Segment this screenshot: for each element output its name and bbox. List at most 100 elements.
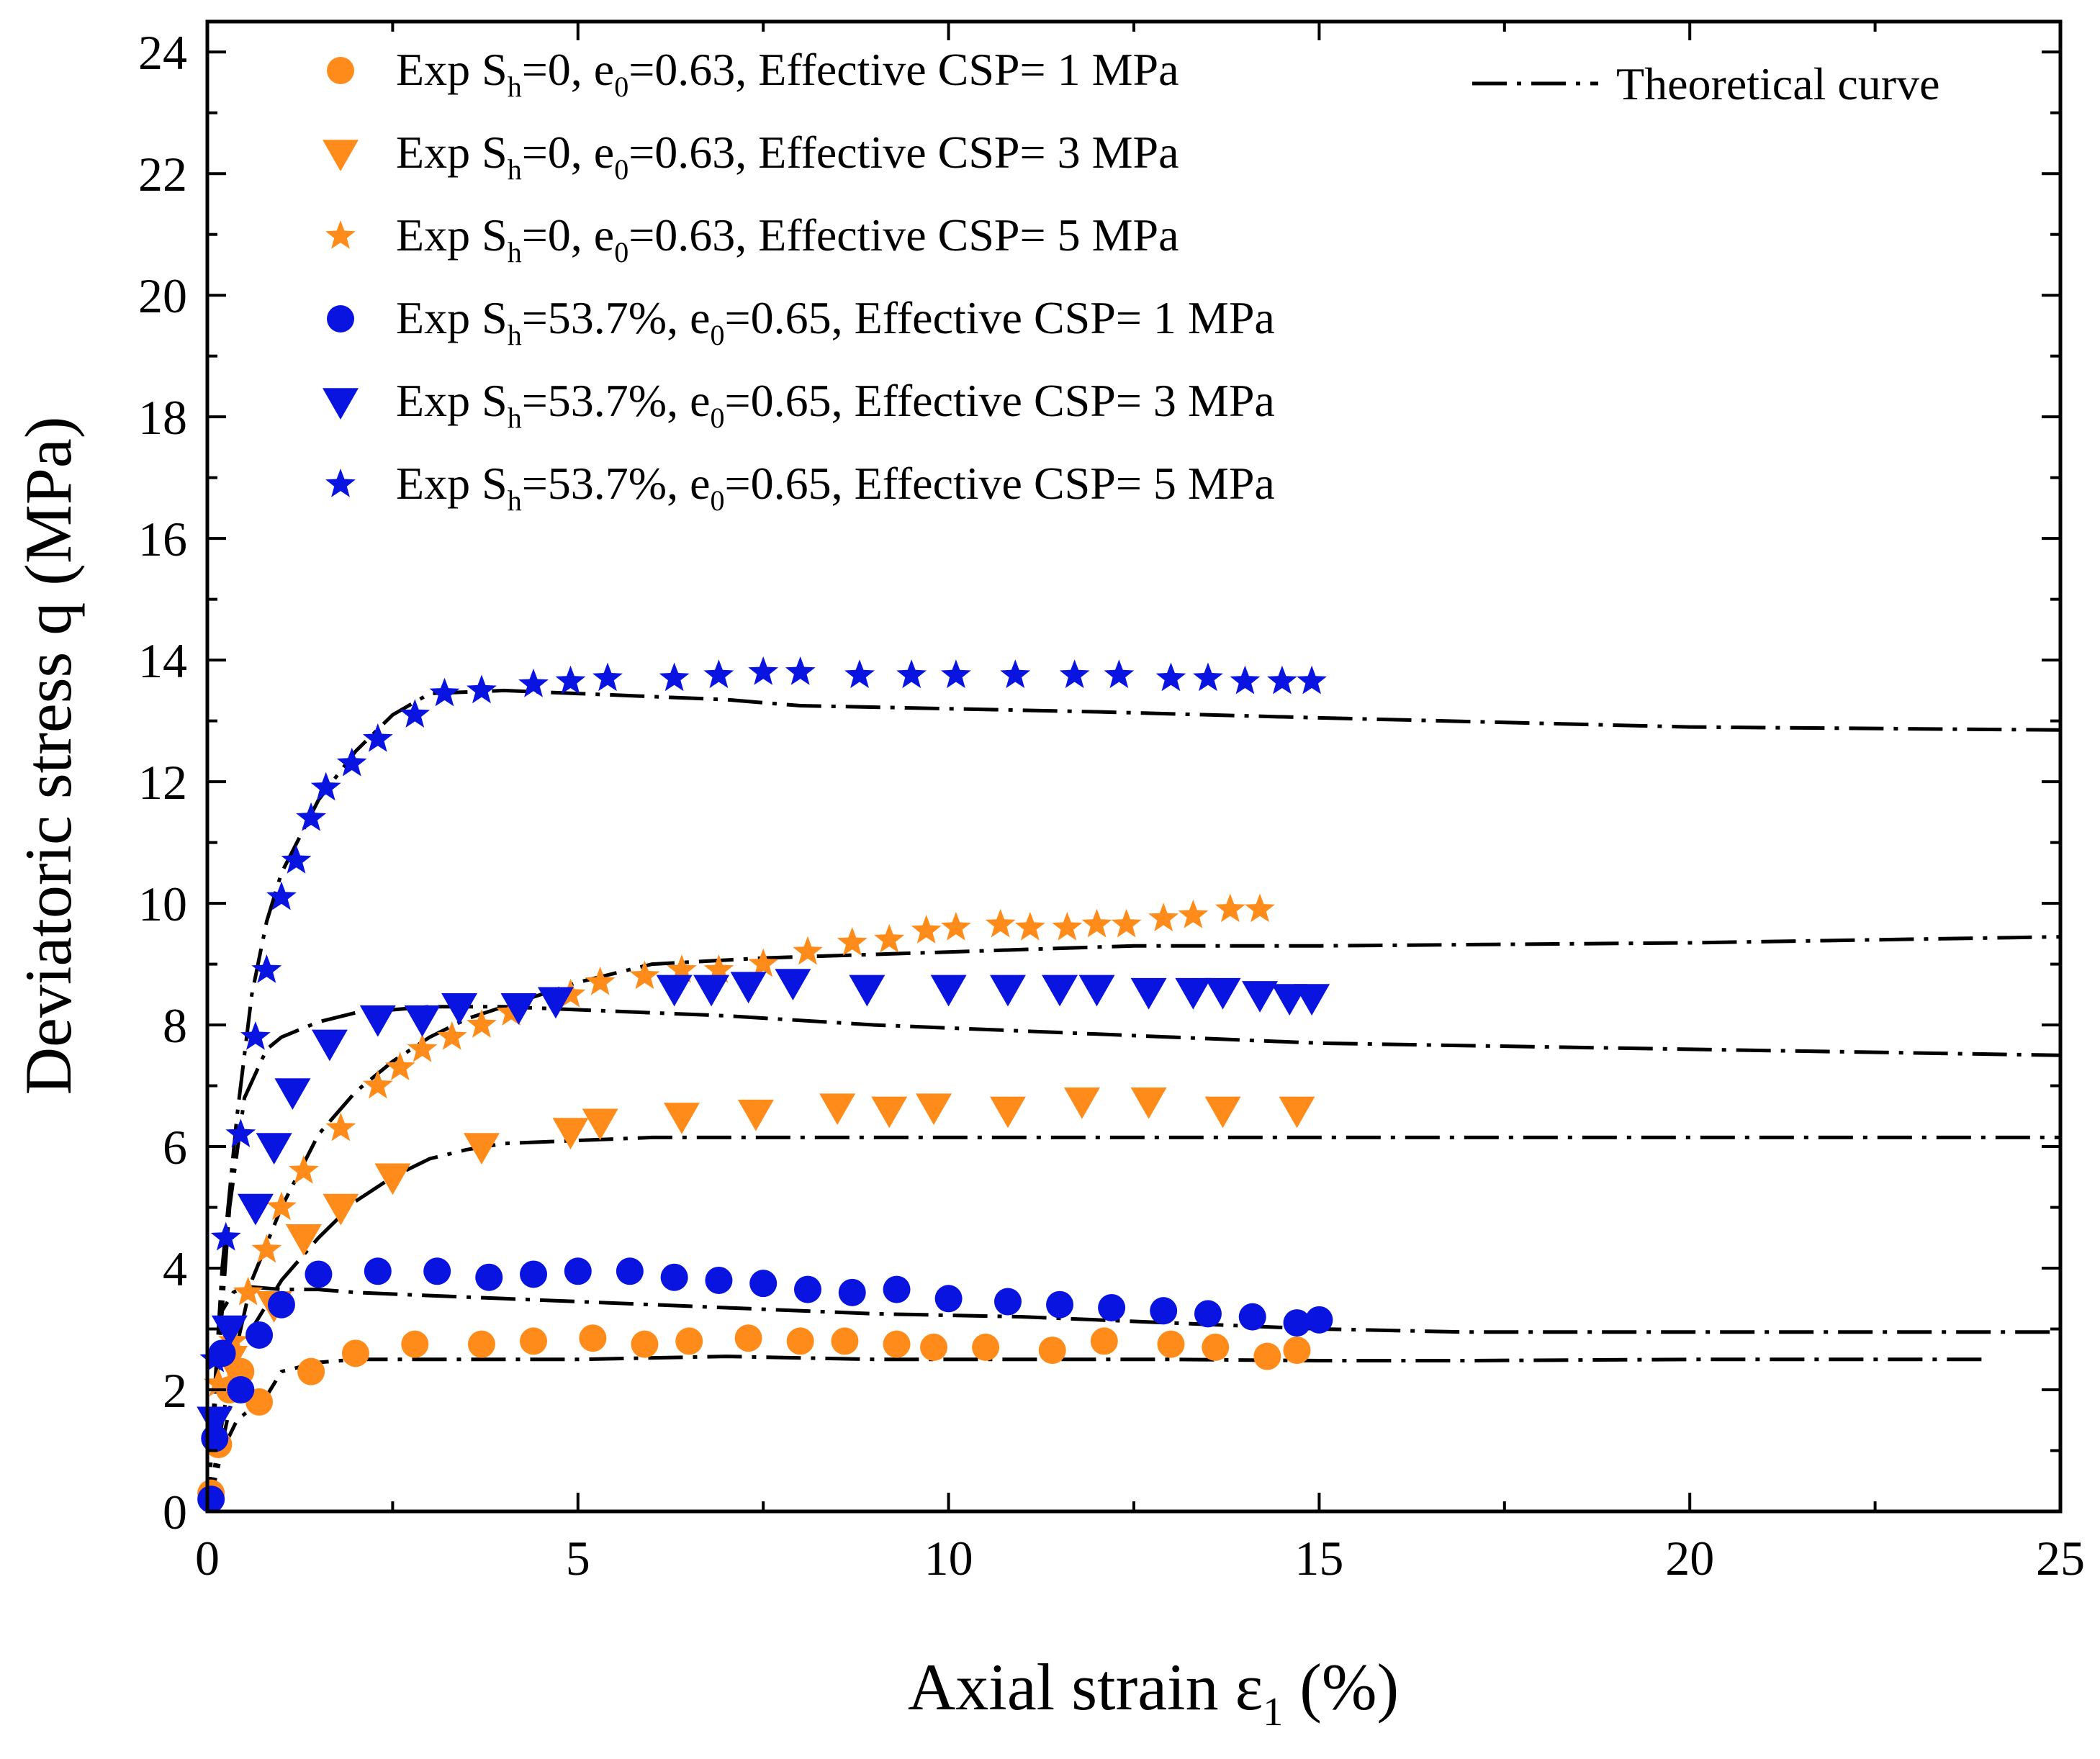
legend-text-part-5-1: Exp S	[396, 375, 508, 426]
data-point-s4-23	[1098, 1293, 1126, 1321]
data-point-s6-31	[1267, 665, 1297, 695]
legend-theory-label: Theoretical curve	[1616, 58, 1940, 109]
data-point-s3-25	[985, 908, 1016, 938]
data-point-s1-20	[1038, 1337, 1066, 1365]
legend-subscript-1-4: 0	[614, 71, 628, 103]
x-axis-title: Axial strain ε1 (%)	[908, 1650, 1399, 1735]
data-point-s2-18	[1204, 1096, 1241, 1129]
data-point-s2-11	[737, 1099, 774, 1131]
data-point-s6-24	[941, 659, 971, 689]
data-point-s3-23	[911, 915, 942, 944]
data-point-s6-18	[659, 662, 690, 692]
data-point-s3-30	[1148, 903, 1179, 931]
legend-text-part-3-3: =0, e	[522, 209, 615, 261]
y-tick-label: 14	[138, 633, 187, 688]
theoretical-curve-3	[205, 1135, 2060, 1512]
data-point-s6-14	[467, 674, 497, 704]
data-point-s4-22	[1046, 1290, 1074, 1319]
x-tick-label: 20	[1665, 1531, 1714, 1586]
data-point-s6-10	[336, 747, 367, 777]
data-point-s4-9	[423, 1257, 451, 1285]
series-1	[197, 1324, 1311, 1507]
data-point-s5-24	[1242, 981, 1279, 1013]
data-point-s1-14	[734, 1324, 762, 1352]
data-point-s3-33	[1245, 893, 1275, 923]
legend-text-part-6-5: =0.65, Effective CSP= 5 MPa	[725, 458, 1275, 509]
data-point-s6-28	[1155, 662, 1186, 692]
data-point-s1-7	[341, 1339, 369, 1367]
legend-marker-4	[327, 305, 354, 333]
data-point-s4-13	[616, 1257, 644, 1285]
y-tick-label: 20	[138, 268, 187, 323]
data-point-s1-9	[467, 1330, 495, 1358]
legend-marker-1	[327, 57, 354, 84]
data-point-s4-14	[660, 1263, 688, 1291]
data-point-s2-16	[1063, 1087, 1100, 1119]
data-point-s3-9	[384, 1052, 415, 1080]
data-point-s2-17	[1130, 1087, 1167, 1119]
data-point-s6-16	[555, 665, 586, 695]
x-axis-title-subscript: 1	[1263, 1690, 1283, 1735]
x-axis-title-suffix: (%)	[1283, 1650, 1399, 1724]
data-point-s6-13	[429, 677, 460, 707]
data-point-s3-4	[251, 1234, 282, 1263]
legend-item-6: Exp Sh=53.7%, e0=0.65, Effective CSP= 5 …	[325, 458, 1275, 517]
data-point-s2-14	[916, 1093, 952, 1126]
data-point-s1-12	[631, 1330, 659, 1358]
data-point-s6-6	[266, 881, 297, 910]
legend-subscript-3-2: h	[508, 236, 522, 268]
data-point-s3-26	[1014, 911, 1045, 941]
x-tick-label: 25	[2036, 1531, 2085, 1586]
data-point-s3-5	[266, 1191, 297, 1221]
data-point-s4-27	[1283, 1309, 1311, 1337]
legend-text-part-4-3: =53.7%, e	[522, 292, 711, 343]
data-point-s1-17	[883, 1330, 911, 1358]
theoretical-curves	[205, 688, 2061, 1512]
data-point-s2-4	[285, 1224, 322, 1256]
data-point-s6-25	[1000, 659, 1031, 689]
series-4	[197, 1257, 1333, 1514]
legend-text-part-1-3: =0, e	[522, 44, 615, 95]
data-point-s6-9	[310, 772, 341, 801]
data-point-s2-5	[323, 1193, 359, 1226]
data-point-s5-3	[237, 1193, 274, 1226]
data-point-s4-28	[1305, 1306, 1333, 1334]
data-point-s5-14	[730, 972, 767, 1004]
data-point-s4-21	[993, 1288, 1022, 1316]
data-point-s3-8	[362, 1070, 393, 1099]
legend-text-part-2-3: =0, e	[522, 127, 615, 178]
data-point-s4-1	[197, 1486, 225, 1514]
data-point-s1-15	[786, 1327, 814, 1355]
series-5	[197, 969, 1330, 1439]
data-point-s6-12	[400, 699, 431, 728]
data-point-s5-19	[1042, 975, 1078, 1007]
theoretical-curve-1	[205, 1355, 1986, 1512]
data-point-s5-26	[1294, 984, 1330, 1016]
data-point-s3-15	[585, 966, 616, 995]
data-point-s2-13	[871, 1096, 908, 1129]
x-tick-label: 15	[1294, 1531, 1343, 1586]
data-point-s4-18	[838, 1278, 866, 1306]
data-point-s6-32	[1297, 665, 1327, 695]
legend-text-part-2-5: =0.63, Effective CSP= 3 MPa	[628, 127, 1179, 178]
data-point-s3-14	[555, 978, 586, 1008]
data-point-s3-32	[1215, 893, 1245, 923]
data-point-s4-19	[883, 1275, 911, 1303]
data-point-s1-11	[579, 1324, 607, 1352]
legend-label-6: Exp Sh=53.7%, e0=0.65, Effective CSP= 5 …	[396, 458, 1275, 517]
data-point-s2-8	[552, 1118, 589, 1149]
data-point-s5-13	[693, 975, 730, 1007]
data-point-s3-7	[325, 1112, 356, 1141]
legend-text-part-5-5: =0.65, Effective CSP= 3 MPa	[725, 375, 1275, 426]
data-point-s4-5	[245, 1321, 274, 1349]
legend-marker-2	[323, 140, 359, 171]
data-point-s1-25	[1283, 1337, 1311, 1365]
theoretical-curve-4	[205, 935, 2061, 1512]
data-point-s5-17	[930, 975, 967, 1007]
data-point-s1-22	[1157, 1330, 1185, 1358]
data-point-s6-3	[225, 1118, 256, 1147]
data-point-s5-2	[211, 1315, 248, 1347]
data-point-s3-20	[793, 936, 823, 965]
data-point-s3-3	[233, 1276, 263, 1306]
data-point-s5-4	[256, 1133, 292, 1165]
